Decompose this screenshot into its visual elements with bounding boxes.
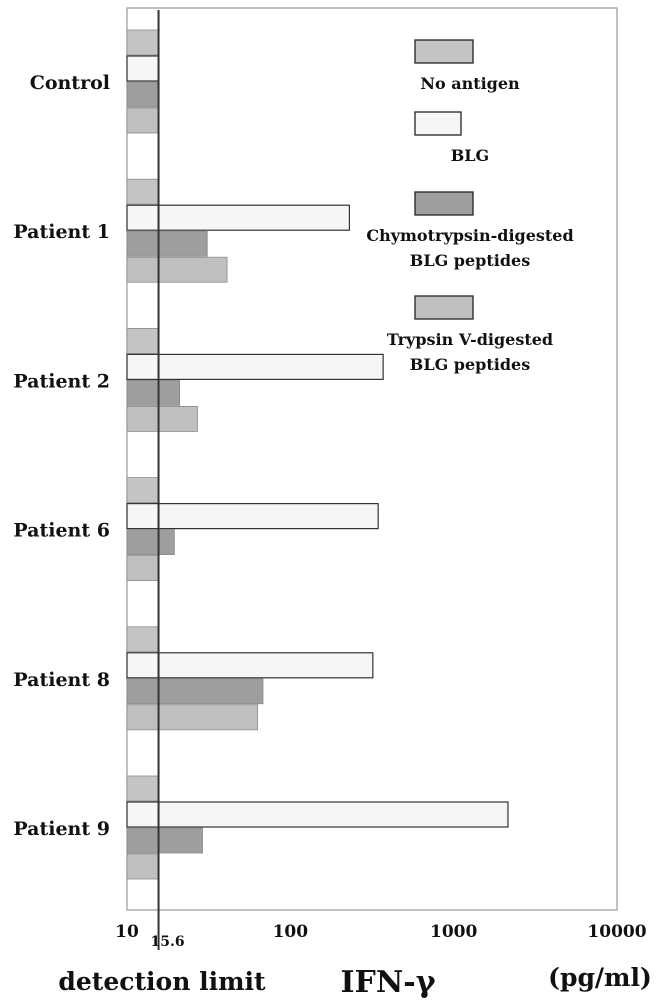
legend-label: Trypsin V-digested [387,330,553,349]
legend-label: Chymotrypsin-digested [366,226,573,245]
bar-patient-9-series-2 [126,801,509,828]
bars-group [126,29,509,880]
legend-swatch [414,39,474,64]
category-label: Patient 2 [13,370,110,392]
bar-patient-8-series-3 [126,678,264,705]
category-labels: Control Patient 1 Patient 2 Patient 6 Patien… [13,72,110,840]
x-tick-label: 10000 [587,922,646,942]
category-label: Patient 6 [13,520,110,542]
bar-patient-6-series-3 [126,529,175,555]
bar-patient-8-series-1 [126,626,159,653]
category-label: Control [30,72,110,94]
bar-patient-2-series-3 [126,379,181,406]
legend: No antigen BLG Chymotrypsin-digested BLG pe… [366,39,574,374]
x-axis-unit: (pg/ml) [548,963,652,992]
legend-label: No antigen [420,74,520,93]
bar-patient-9-series-1 [126,775,159,802]
detection-limit-value: 15.6 [150,934,184,950]
legend-label: BLG [451,146,489,165]
x-tick-label: 100 [273,922,309,942]
legend-swatch [414,191,474,216]
legend-label: BLG peptides [410,355,530,374]
legend-swatch [414,295,474,320]
bar-patient-1-series-3 [126,230,208,257]
legend-swatch [414,111,462,136]
legend-label: BLG peptides [410,251,530,270]
plot-area [126,7,618,911]
bar-patient-1-series-1 [126,178,159,205]
x-tick-label: 10 [115,922,139,942]
bar-patient-8-series-2 [126,652,374,679]
category-label: Patient 1 [13,221,110,243]
x-tick-label: 1000 [430,922,477,942]
bar-patient-2-series-1 [126,327,159,354]
bar-control-series-4 [126,107,159,134]
category-label: Patient 8 [13,669,110,691]
bar-control-series-1 [126,29,159,56]
bar-control-series-3 [126,81,159,108]
bar-patient-6-series-1 [126,477,159,504]
bar-patient-1-series-4 [126,256,228,283]
bar-patient-2-series-2 [126,353,384,380]
bar-patient-1-series-2 [126,204,351,231]
bar-patient-6-series-4 [126,555,159,581]
bar-patient-6-series-2 [126,503,379,530]
bar-control-series-2 [126,55,160,82]
bar-patient-9-series-3 [126,827,203,854]
bar-patient-2-series-4 [126,405,198,432]
detection-limit-label: detection limit [58,967,266,996]
bar-patient-9-series-4 [126,853,159,880]
x-axis-title: IFN-γ [340,965,435,1000]
bar-patient-8-series-4 [126,704,258,731]
category-label: Patient 9 [13,818,110,840]
x-tick-labels: 10 100 1000 10000 [115,922,647,942]
